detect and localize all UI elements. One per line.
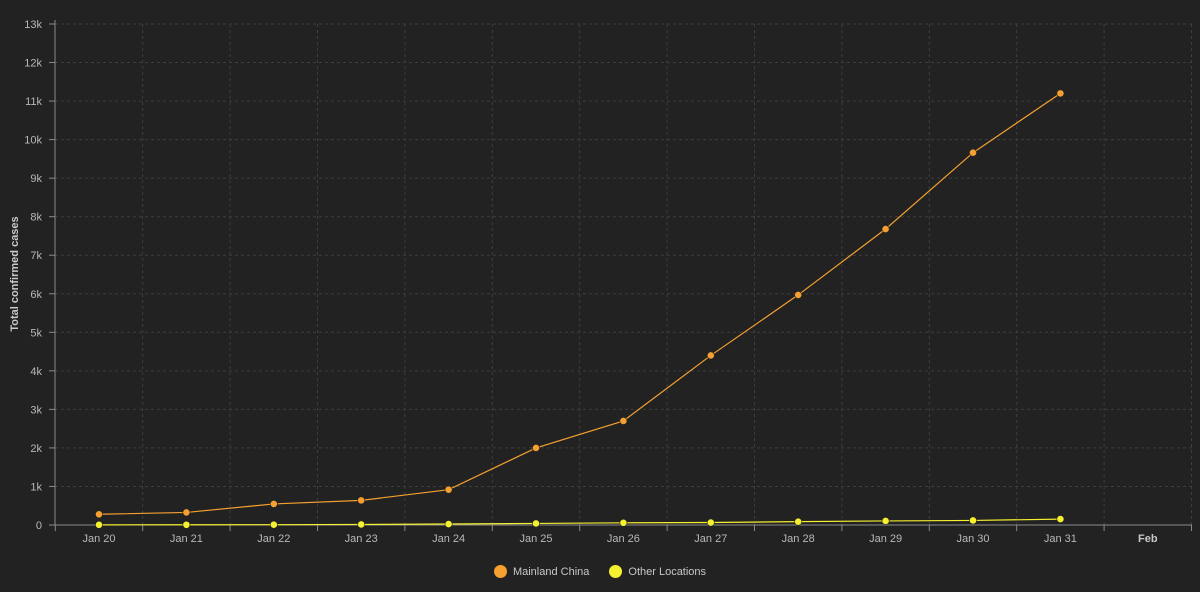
y-tick-label: 7k xyxy=(30,250,42,262)
y-tick-label: 4k xyxy=(30,366,42,378)
x-tick-label: Jan 22 xyxy=(257,533,290,545)
y-axis-ticks: 0 1k 2k 3k 4k 5k 6k 7k 8k 9k 10k 11k 12k 13k xyxy=(24,19,55,532)
data-point-other-locations[interactable] xyxy=(619,518,628,527)
data-point-mainland-china[interactable] xyxy=(182,508,191,517)
y-tick-label: 12k xyxy=(24,58,42,70)
series-line-other-locations xyxy=(98,518,1061,526)
legend-swatch-mainland-china xyxy=(493,565,507,578)
y-tick-label: 9k xyxy=(30,173,42,185)
y-tick-label: 5k xyxy=(30,327,42,339)
data-point-other-locations[interactable] xyxy=(706,518,715,527)
data-point-mainland-china[interactable] xyxy=(1056,89,1065,98)
y-tick-label: 8k xyxy=(30,212,42,224)
series-group xyxy=(95,89,1065,529)
data-point-other-locations[interactable] xyxy=(881,517,890,525)
data-point-other-locations[interactable] xyxy=(357,520,366,529)
data-point-other-locations[interactable] xyxy=(444,520,453,528)
x-tick-label: Jan 25 xyxy=(519,533,552,545)
x-tick-label: Jan 23 xyxy=(345,533,378,545)
data-point-other-locations[interactable] xyxy=(269,520,278,529)
y-tick-label: 13k xyxy=(24,19,42,31)
data-point-mainland-china[interactable] xyxy=(357,496,366,505)
y-tick-label: 0 xyxy=(36,520,42,532)
x-tick-label: Jan 21 xyxy=(170,533,203,545)
axes xyxy=(54,20,1192,526)
x-tick-label: Jan 27 xyxy=(694,533,727,545)
x-tick-label: Jan 28 xyxy=(782,533,815,545)
x-axis-ticks: Jan 20 Jan 21 Jan 22 Jan 23 Jan 24 Jan 25 Jan … xyxy=(54,525,1192,545)
data-point-mainland-china[interactable] xyxy=(969,148,977,157)
y-tick-label: 11k xyxy=(25,96,42,108)
y-tick-label: 3k xyxy=(30,404,42,416)
x-tick-label: Jan 29 xyxy=(869,533,902,545)
data-point-mainland-china[interactable] xyxy=(95,510,103,519)
data-point-mainland-china[interactable] xyxy=(269,500,278,508)
data-point-mainland-china[interactable] xyxy=(794,291,803,299)
legend-swatch-other-locations xyxy=(609,565,623,578)
x-tick-label: Jan 20 xyxy=(82,533,115,545)
legend-label-mainland-china: Mainland China xyxy=(512,565,590,578)
y-axis-title: Total confirmed cases xyxy=(9,216,21,331)
legend-label-other-locations: Other Locations xyxy=(628,565,707,578)
data-point-mainland-china[interactable] xyxy=(444,485,453,494)
y-tick-label: 1k xyxy=(30,481,42,493)
data-point-other-locations[interactable] xyxy=(794,517,803,526)
x-tick-label: Jan 24 xyxy=(432,533,465,545)
grid xyxy=(55,23,1192,525)
data-point-other-locations[interactable] xyxy=(969,516,977,525)
data-point-mainland-china[interactable] xyxy=(881,225,890,233)
data-point-mainland-china[interactable] xyxy=(706,351,715,360)
y-tick-label: 6k xyxy=(30,289,42,301)
y-tick-label: 2k xyxy=(30,443,42,455)
data-point-mainland-china[interactable] xyxy=(532,444,540,452)
x-tick-label: Jan 26 xyxy=(607,533,640,545)
legend-item-other-locations[interactable]: Other Locations xyxy=(609,565,706,578)
y-tick-label: 10k xyxy=(24,135,42,147)
x-tick-label: Jan 31 xyxy=(1044,533,1077,545)
x-tick-label: Feb xyxy=(1138,533,1158,545)
legend: Mainland China Other Locations xyxy=(0,565,1200,578)
data-point-other-locations[interactable] xyxy=(532,519,540,528)
series-line-mainland-china xyxy=(98,92,1061,515)
data-point-mainland-china[interactable] xyxy=(619,417,628,425)
x-tick-label: Jan 30 xyxy=(956,533,989,545)
data-point-other-locations[interactable] xyxy=(95,520,103,529)
legend-item-mainland-china[interactable]: Mainland China xyxy=(493,565,590,578)
data-point-other-locations[interactable] xyxy=(1056,515,1065,524)
data-point-other-locations[interactable] xyxy=(182,520,191,529)
